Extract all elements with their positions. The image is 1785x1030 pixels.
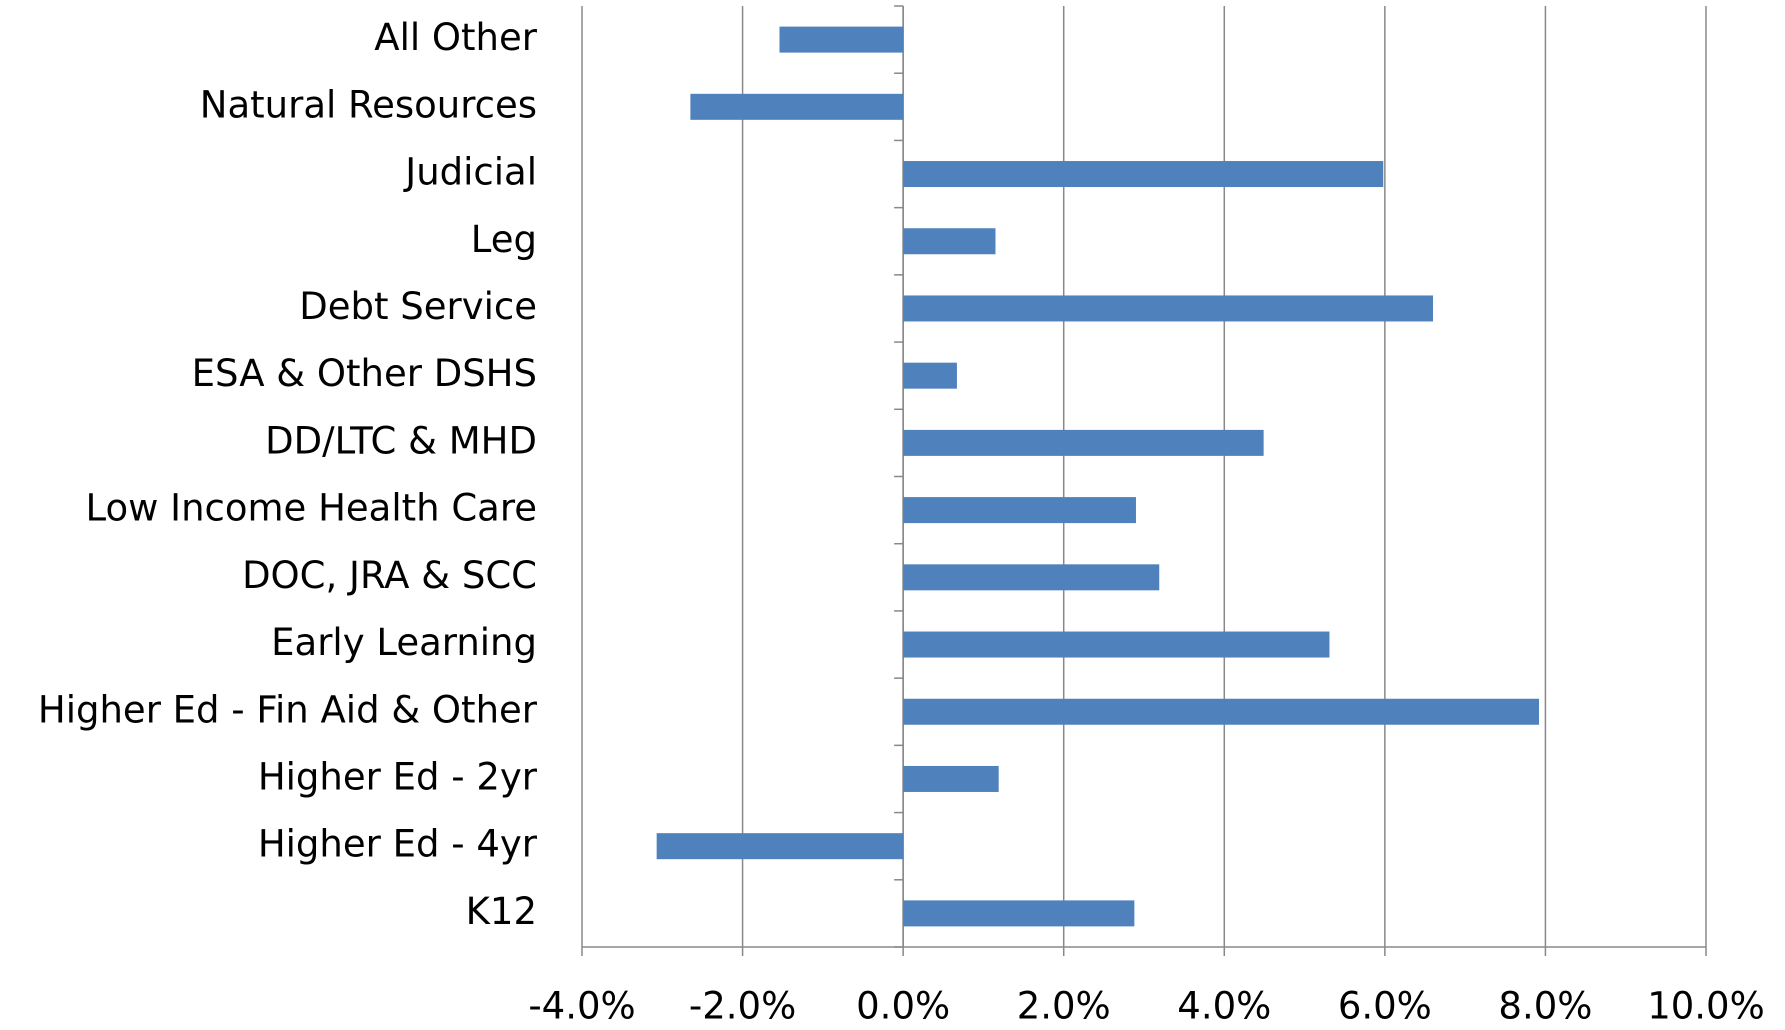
x-tick-label: 2.0% <box>1017 985 1111 1028</box>
x-tick-label: 4.0% <box>1177 985 1271 1028</box>
bar <box>690 93 904 120</box>
y-tick-label: Higher Ed - 4yr <box>258 823 538 866</box>
x-tick-label: 6.0% <box>1338 985 1432 1028</box>
bar <box>903 631 1330 658</box>
y-tick-label: Leg <box>471 218 537 261</box>
y-tick-label: Higher Ed - Fin Aid & Other <box>38 688 538 731</box>
bar <box>903 295 1434 322</box>
y-tick-label: DD/LTC & MHD <box>265 419 537 462</box>
bar <box>903 765 999 792</box>
bar <box>656 833 904 860</box>
y-tick-label: Natural Resources <box>200 83 537 126</box>
y-tick-label: Low Income Health Care <box>86 487 537 530</box>
y-tick-label: Higher Ed - 2yr <box>258 755 538 798</box>
bar <box>903 228 996 255</box>
x-tick-label: 0.0% <box>856 985 950 1028</box>
bar <box>903 564 1160 591</box>
y-tick-label: DOC, JRA & SCC <box>242 554 537 597</box>
x-tick-label: -2.0% <box>689 985 796 1028</box>
y-tick-label: Debt Service <box>299 285 537 328</box>
y-tick-label: K12 <box>466 890 537 933</box>
x-tick-label: 10.0% <box>1647 985 1765 1028</box>
bar <box>779 26 904 53</box>
bar <box>903 429 1264 456</box>
x-tick-label: -4.0% <box>528 985 635 1028</box>
y-tick-label: ESA & Other DSHS <box>192 352 537 395</box>
bar <box>903 362 957 389</box>
y-tick-label: All Other <box>374 16 537 59</box>
bar <box>903 161 1384 188</box>
y-tick-label: Judicial <box>403 151 537 194</box>
x-tick-label: 8.0% <box>1498 985 1592 1028</box>
bar <box>903 497 1136 524</box>
bar <box>903 698 1540 725</box>
bar <box>903 900 1135 927</box>
y-tick-label: Early Learning <box>271 621 537 664</box>
